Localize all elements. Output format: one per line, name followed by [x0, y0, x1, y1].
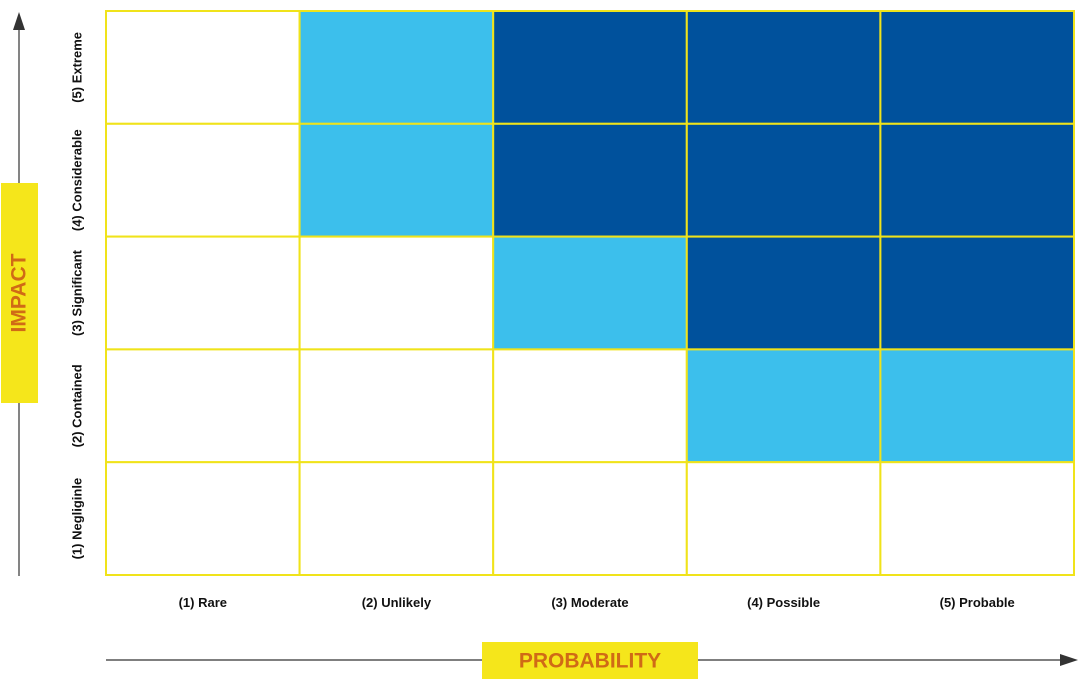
probability-axis-label: PROBABILITY: [519, 650, 661, 673]
probability-column-label: (1) Rare: [179, 595, 227, 610]
matrix-cell-low: [105, 235, 301, 351]
impact-axis-arrowhead: [13, 12, 25, 30]
matrix-cell-high: [492, 10, 688, 125]
impact-row-label: (2) Contained: [70, 364, 85, 447]
probability-column-labels: (1) Rare (2) Unlikely (3) Moderate (4) Poss…: [179, 595, 1015, 610]
impact-row-label: (3) Significant: [70, 249, 85, 336]
matrix-cell-low: [298, 235, 495, 351]
matrix-cell-high: [685, 122, 882, 238]
matrix-cells: [105, 10, 1076, 577]
matrix-cell-low: [879, 461, 1076, 577]
matrix-cell-low: [298, 348, 495, 464]
matrix-cell-low: [492, 348, 688, 464]
matrix-cell-low: [105, 10, 301, 125]
matrix-cell-medium: [298, 122, 495, 238]
probability-axis: PROBABILITY: [106, 642, 1078, 679]
impact-axis: IMPACT: [1, 12, 38, 576]
probability-axis-label-box: [482, 642, 698, 679]
matrix-cell-low: [105, 348, 301, 464]
matrix-cell-low: [685, 461, 882, 577]
impact-row-labels: (1) Negliginle (2) Contained (3) Significa…: [70, 32, 85, 559]
matrix-cell-low: [492, 461, 688, 577]
impact-row-label: (5) Extreme: [70, 32, 85, 103]
matrix-cell-medium: [879, 348, 1076, 464]
matrix-cell-high: [879, 10, 1076, 125]
matrix-cell-low: [105, 461, 301, 577]
matrix-cell-high: [685, 10, 882, 125]
probability-column-label: (2) Unlikely: [362, 595, 432, 610]
probability-column-label: (5) Probable: [940, 595, 1015, 610]
probability-column-label: (4) Possible: [747, 595, 820, 610]
matrix-cell-low: [298, 461, 495, 577]
probability-column-label: (3) Moderate: [551, 595, 628, 610]
matrix-cell-medium: [685, 348, 882, 464]
matrix-cell-high: [879, 122, 1076, 238]
impact-row-label: (1) Negliginle: [70, 478, 85, 560]
matrix-cell-high: [685, 235, 882, 351]
impact-axis-label-box: [1, 183, 38, 403]
matrix-cell-low: [105, 122, 301, 238]
matrix-cell-medium: [298, 10, 495, 125]
matrix-cell-high: [879, 235, 1076, 351]
matrix-cell-high: [492, 122, 688, 238]
probability-axis-arrowhead: [1060, 654, 1078, 666]
impact-row-label: (4) Considerable: [70, 129, 85, 231]
impact-axis-label: IMPACT: [8, 253, 31, 332]
matrix-cell-medium: [492, 235, 688, 351]
